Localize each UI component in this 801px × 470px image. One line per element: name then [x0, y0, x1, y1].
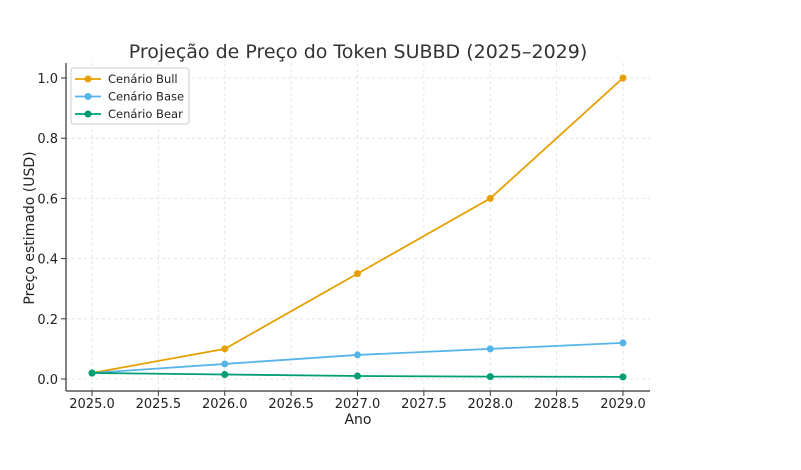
legend: Cenário Bull Cenário Base Cenário Bear: [70, 67, 190, 125]
grid: [66, 63, 650, 391]
data-point: [354, 270, 361, 278]
x-tick-label: 2026.0: [202, 397, 248, 412]
series-lines: [88, 74, 627, 381]
data-point: [486, 345, 494, 353]
y-tick-label: 0.8: [37, 132, 58, 147]
data-point: [221, 360, 229, 368]
legend-entry: Cenário Bear: [108, 107, 183, 121]
axes: 2025.0 2025.5 2026.0 2026.5 2027.0 2027.5 2028…: [37, 63, 650, 412]
chart-title: Projeção de Preço do Token SUBBD (2025–2…: [129, 41, 588, 63]
x-axis-label: Ano: [344, 412, 371, 428]
data-point: [619, 74, 627, 82]
x-tick-label: 2026.5: [268, 397, 314, 412]
x-tick-label: 2029.0: [600, 397, 646, 412]
y-tick-label: 0.2: [37, 313, 58, 328]
data-point: [221, 370, 229, 378]
x-tick-label: 2028.5: [534, 397, 580, 412]
legend-entry: Cenário Base: [108, 90, 184, 104]
data-point: [221, 345, 229, 353]
data-point: [486, 194, 494, 202]
data-point: [88, 369, 96, 377]
y-tick-label: 0.4: [37, 253, 58, 268]
data-point: [354, 351, 361, 359]
x-tick-label: 2027.0: [335, 397, 381, 412]
data-point: [486, 373, 494, 381]
y-tick-label: 0.6: [37, 192, 58, 207]
y-axis-label: Preço estimado (USD): [22, 151, 38, 304]
x-tick-label: 2025.5: [136, 397, 182, 412]
data-point: [619, 373, 627, 381]
data-point: [619, 339, 627, 347]
x-tick-label: 2028.0: [468, 397, 514, 412]
x-tick-label: 2027.5: [401, 397, 447, 412]
y-tick-label: 1.0: [37, 72, 58, 87]
x-tick-label: 2025.0: [69, 397, 115, 412]
legend-entry: Cenário Bull: [108, 72, 178, 86]
y-tick-label: 0.0: [37, 373, 58, 388]
data-point: [354, 372, 361, 380]
